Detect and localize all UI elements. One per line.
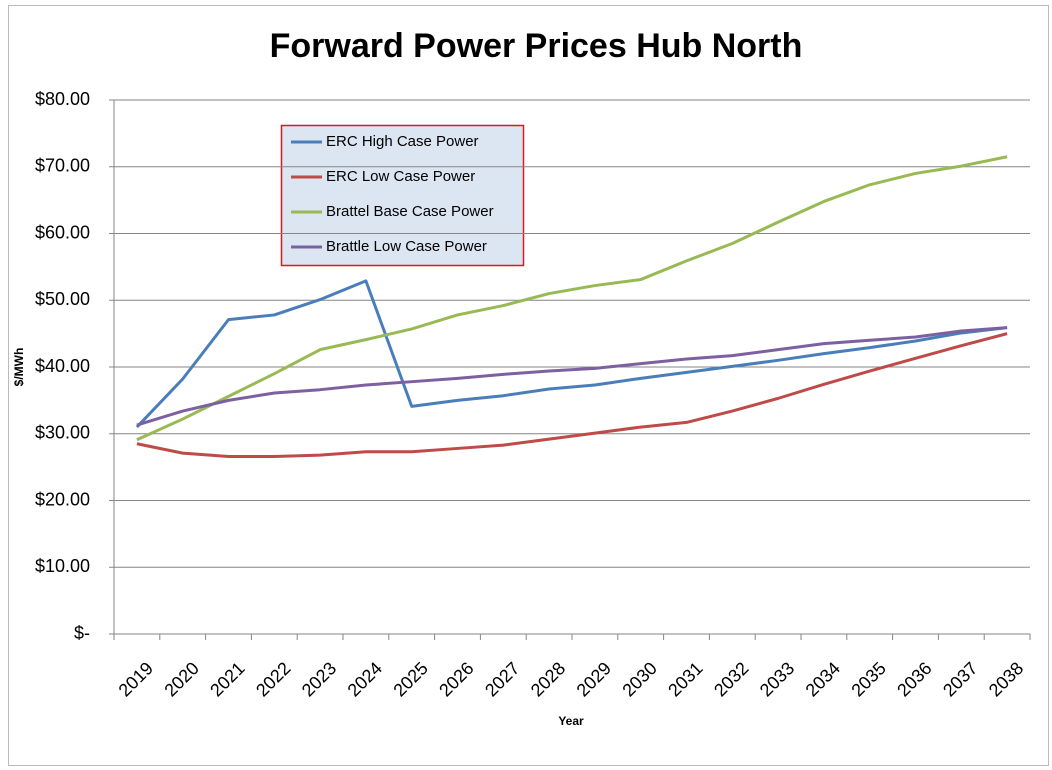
series-line (135, 279, 1008, 429)
series-line (136, 155, 1008, 442)
x-axis-title: Year (558, 714, 584, 728)
y-tick-label: $60.00 (35, 222, 90, 242)
legend-box (280, 124, 525, 267)
y-tick-label: $20.00 (35, 489, 90, 509)
legend-label: ERC High Case Power (326, 133, 479, 150)
legend-label: ERC Low Case Power (326, 168, 475, 185)
y-tick-label: $- (74, 623, 90, 643)
y-tick-label: $50.00 (35, 289, 90, 309)
legend-label: Brattel Base Case Power (326, 203, 494, 220)
chart-frame (8, 5, 1049, 766)
series-line (136, 332, 1008, 458)
y-tick-label: $30.00 (35, 423, 90, 443)
y-tick-label: $40.00 (35, 356, 90, 376)
chart-title: Forward Power Prices Hub North (270, 27, 803, 65)
y-tick-label: $70.00 (35, 156, 90, 176)
y-tick-label: $10.00 (35, 556, 90, 576)
legend-label: Brattle Low Case Power (326, 238, 487, 255)
y-tick-label: $80.00 (35, 89, 90, 109)
series-line (136, 326, 1008, 427)
y-axis-title: $/MWh (12, 348, 26, 387)
